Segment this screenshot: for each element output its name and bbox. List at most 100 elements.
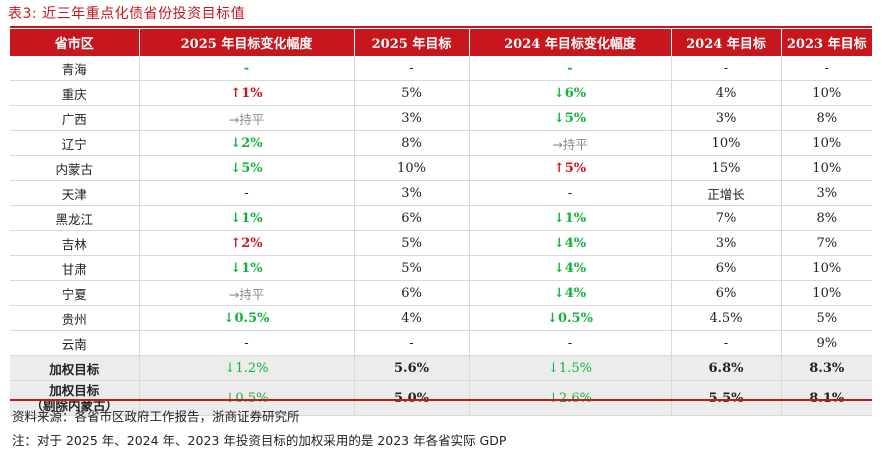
table-row: 内蒙古 ↓5% 10% ↑5% 15% 10% — [10, 155, 872, 181]
caption-divider — [10, 26, 872, 28]
chg2024-cell: ↓6% — [469, 80, 672, 106]
table-row: 吉林 ↑2% 5% ↓4% 3% 7% — [10, 230, 872, 256]
province-cell: 云南 — [10, 330, 140, 356]
table-row: 青海 - - - - - — [10, 56, 872, 81]
chg2024-cell: ↓2.6% — [469, 380, 672, 416]
t2023-cell: 8.3% — [781, 355, 872, 381]
header-t2023: 2023 年目标 — [781, 29, 872, 56]
t2025-cell: - — [354, 56, 470, 81]
chg2025-cell: →持平 — [139, 280, 355, 306]
t2025-cell: 5% — [354, 255, 470, 281]
chg2024-cell: - — [469, 56, 672, 81]
chg2024-cell: ↓4% — [469, 255, 672, 281]
chg2024-value: ↓1.5% — [548, 360, 592, 376]
t2023-cell: 5% — [781, 305, 872, 331]
chg2024-value: ↓2.6% — [548, 390, 592, 406]
chg2025-cell: - — [139, 180, 355, 206]
chg2024-cell: →持平 — [469, 130, 672, 156]
chg2024-cell: ↓4% — [469, 280, 672, 306]
weighted-target-row: 加权目标 ↓1.2% 5.6% ↓1.5% 6.8% 8.3% — [10, 355, 872, 381]
chg2024-cell: ↓4% — [469, 230, 672, 256]
t2023-cell: 7% — [781, 230, 872, 256]
table-row: 辽宁 ↓2% 8% →持平 10% 10% — [10, 130, 872, 156]
t2024-cell: 5.5% — [671, 380, 782, 416]
province-line1: 加权目标 — [49, 383, 100, 398]
t2025-cell: - — [354, 330, 470, 356]
chg2025-cell: ↑1% — [139, 80, 355, 106]
t2023-cell: 8% — [781, 205, 872, 231]
t2025-cell: 4% — [354, 305, 470, 331]
t2023-cell: 10% — [781, 255, 872, 281]
table-row: 贵州 ↓0.5% 4% ↓0.5% 4.5% 5% — [10, 305, 872, 331]
province-cell: 吉林 — [10, 230, 140, 256]
chg2025-cell: ↓0.5% — [139, 380, 355, 416]
province-cell: 重庆 — [10, 80, 140, 106]
chg2025-cell: ↓1.2% — [139, 355, 355, 381]
chg2025-cell: - — [139, 330, 355, 356]
t2023-cell: 8.1% — [781, 380, 872, 416]
t2023-cell: 10% — [781, 130, 872, 156]
header-province: 省市区 — [10, 29, 140, 56]
t2025-cell: 10% — [354, 155, 470, 181]
t2024-cell: - — [671, 56, 782, 81]
t2025-cell: 6% — [354, 280, 470, 306]
chg2024-cell: ↓1% — [469, 205, 672, 231]
source-note: 资料来源：各省市区政府工作报告，浙商证券研究所 — [12, 409, 300, 424]
table-row: 甘肃 ↓1% 5% ↓4% 6% 10% — [10, 255, 872, 281]
t2024-cell: 6% — [671, 280, 782, 306]
province-cell: 天津 — [10, 180, 140, 206]
t2025-cell: 5% — [354, 80, 470, 106]
t2024-cell: 15% — [671, 155, 782, 181]
chg2025-cell: ↓2% — [139, 130, 355, 156]
t2023-cell: - — [781, 56, 872, 81]
chg2024-cell: ↓0.5% — [469, 305, 672, 331]
t2025-cell: 8% — [354, 130, 470, 156]
chg2025-cell: ↓1% — [139, 255, 355, 281]
t2024-cell: 正增长 — [671, 180, 782, 206]
province-cell: 甘肃 — [10, 255, 140, 281]
t2023-cell: 8% — [781, 105, 872, 131]
t2024-cell: 3% — [671, 230, 782, 256]
chg2025-cell: - — [139, 56, 355, 81]
province-cell: 加权目标 （剔除内蒙古） — [10, 380, 140, 416]
province-line2: （剔除内蒙古） — [30, 398, 118, 413]
t2025-cell: 3% — [354, 105, 470, 131]
t2024-cell: 4.5% — [671, 305, 782, 331]
t2024-cell: 7% — [671, 205, 782, 231]
investment-target-table: 省市区 2025 年目标变化幅度 2025 年目标 2024 年目标变化幅度 2… — [10, 29, 872, 416]
t2024-cell: 10% — [671, 130, 782, 156]
table-row: 广西 →持平 3% ↓5% 3% 8% — [10, 105, 872, 131]
t2025-cell: 3% — [354, 180, 470, 206]
header-t2025: 2025 年目标 — [354, 29, 470, 56]
t2024-cell: - — [671, 330, 782, 356]
table-row: 宁夏 →持平 6% ↓4% 6% 10% — [10, 280, 872, 306]
province-cell: 宁夏 — [10, 280, 140, 306]
t2025-cell: 5% — [354, 230, 470, 256]
chg2025-cell: ↓0.5% — [139, 305, 355, 331]
chg2024-cell: - — [469, 330, 672, 356]
header-chg2024: 2024 年目标变化幅度 — [469, 29, 672, 56]
t2025-cell: 5.6% — [354, 355, 470, 381]
chg2024-cell: ↓5% — [469, 105, 672, 131]
t2023-cell: 10% — [781, 155, 872, 181]
province-cell: 广西 — [10, 105, 140, 131]
province-cell: 黑龙江 — [10, 205, 140, 231]
chg2025-cell: ↓5% — [139, 155, 355, 181]
table-row: 重庆 ↑1% 5% ↓6% 4% 10% — [10, 80, 872, 106]
weighted-target-ex-row: 加权目标 （剔除内蒙古） ↓0.5% 5.0% ↓2.6% 5.5% 8.1% — [10, 380, 872, 416]
chg2024-cell: ↑5% — [469, 155, 672, 181]
province-cell: 贵州 — [10, 305, 140, 331]
header-t2024: 2024 年目标 — [671, 29, 782, 56]
t2023-cell: 10% — [781, 80, 872, 106]
chg2025-cell: ↑2% — [139, 230, 355, 256]
table-row: 云南 - - - -9% — [10, 330, 872, 356]
header-chg2025: 2025 年目标变化幅度 — [139, 29, 355, 56]
t2024-cell: 6.8% — [671, 355, 782, 381]
table-row: 天津 -3% - 正增长 3% — [10, 180, 872, 206]
chg2025-value: ↓0.5% — [224, 390, 269, 406]
t2024-cell: 3% — [671, 105, 782, 131]
chg2024-cell: - — [469, 180, 672, 206]
chg2025-cell: →持平 — [139, 105, 355, 131]
t2024-cell: 4% — [671, 80, 782, 106]
province-cell: 内蒙古 — [10, 155, 140, 181]
